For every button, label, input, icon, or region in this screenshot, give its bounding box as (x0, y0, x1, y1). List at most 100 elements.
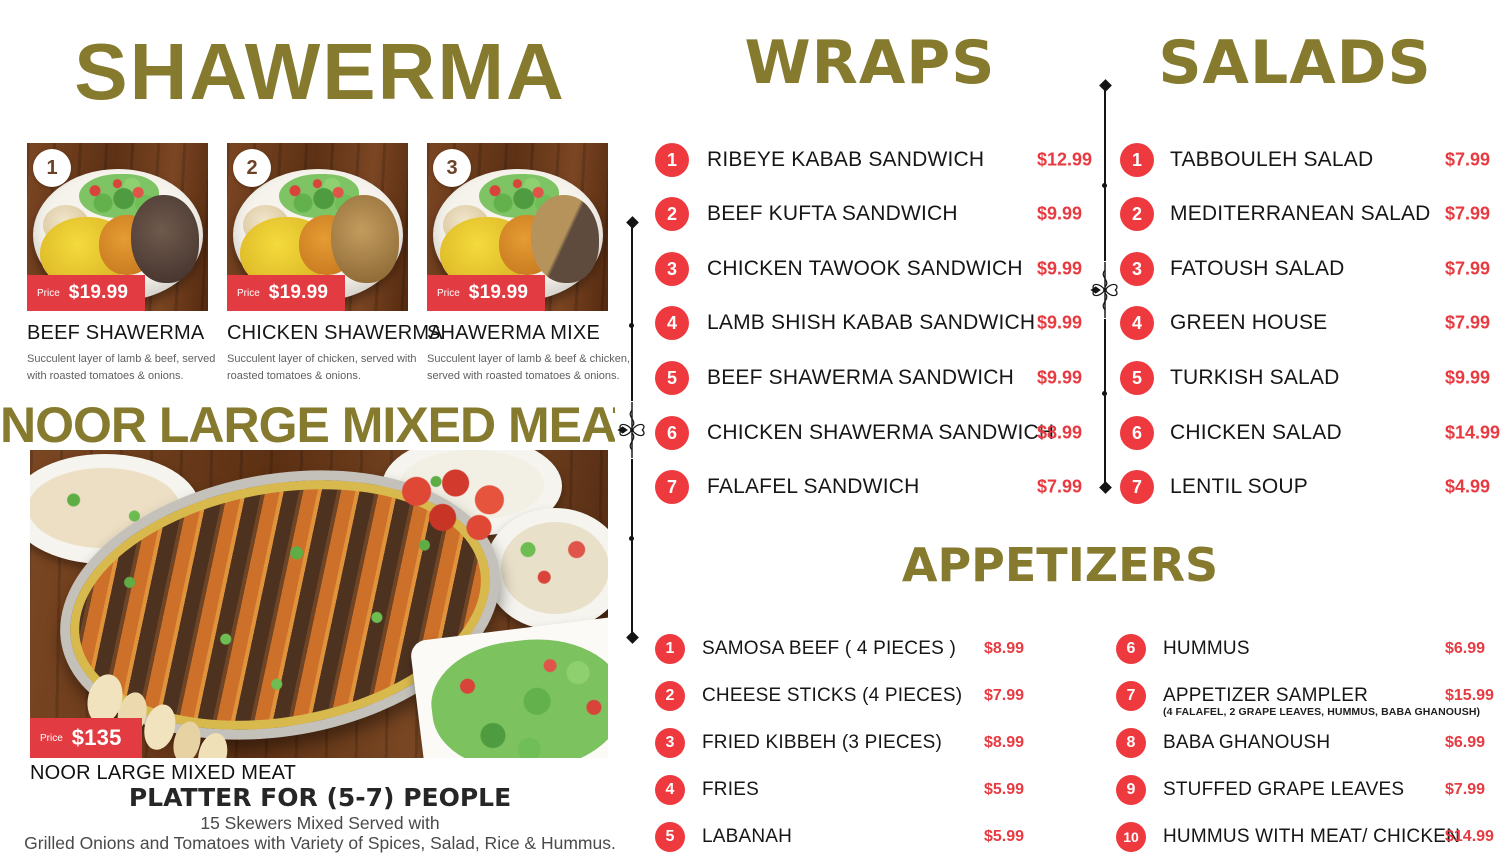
item-name: LENTIL SOUP (1170, 475, 1308, 498)
item-price: $8.99 (984, 734, 1025, 751)
menu-row-wraps-7: 7 FALAFEL SANDWICH $7.99 (655, 470, 1095, 504)
item-number-badge: 5 (655, 361, 689, 395)
price-label: Price (437, 287, 460, 299)
flourish-ornament-icon (617, 402, 645, 458)
item-number-badge: 3 (655, 728, 685, 758)
price-amount: $19.99 (468, 282, 529, 303)
menu-row-salads-4: 4 GREEN HOUSE $7.99 (1120, 306, 1500, 340)
item-number-badge: 10 (1116, 822, 1146, 852)
item-number-badge: 5 (1120, 361, 1154, 395)
item-number-badge: 8 (1116, 728, 1146, 758)
item-name: HUMMUS WITH MEAT/ CHICKEN (1163, 826, 1461, 847)
menu-row-appetizers-7: 7 APPETIZER SAMPLER $15.99 (1116, 681, 1500, 711)
price-amount: $19.99 (68, 282, 129, 303)
price-badge: Price $135 (30, 718, 142, 758)
dish-description-line1: Succulent layer of chicken, served with (227, 353, 417, 365)
item-number-badge: 3 (655, 252, 689, 286)
dish-description-line2: with roasted tomatoes & onions. (27, 370, 184, 383)
item-number-badge: 1 (655, 634, 685, 664)
item-name: TABBOULEH SALAD (1170, 148, 1374, 171)
item-name: BEEF KUFTA SANDWICH (707, 202, 958, 225)
menu-row-appetizers-10: 10 HUMMUS WITH MEAT/ CHICKEN $14.99 (1116, 822, 1500, 852)
item-price: $12.99 (1037, 149, 1093, 170)
menu-row-wraps-6: 6 CHICKEN SHAWERMA SANDWICH $8.99 (655, 416, 1095, 450)
chicken-shawerma-photo: 2 Price $19.99 (227, 143, 408, 311)
item-name: FALAFEL SANDWICH (707, 475, 920, 498)
item-number-badge: 6 (1116, 634, 1146, 664)
menu-row-appetizers-4: 4 FRIES $5.99 (655, 775, 1035, 805)
menu-row-appetizers-6: 6 HUMMUS $6.99 (1116, 634, 1500, 664)
item-price: $9.99 (1037, 367, 1083, 388)
item-number-badge: 7 (1120, 470, 1154, 504)
noor-section-title: NOOR LARGE MIXED MEAT (0, 397, 643, 453)
salads-section-title: SALADS (1158, 28, 1432, 98)
photo-number-badge: 2 (233, 149, 271, 187)
photo-number-badge: 3 (433, 149, 471, 187)
item-number-badge: 5 (655, 822, 685, 852)
menu-row-wraps-4: 4 LAMB SHISH KABAB SANDWICH $9.99 (655, 306, 1095, 340)
item-name: HUMMUS (1163, 638, 1250, 659)
wraps-section-title: WRAPS (744, 28, 996, 98)
photo-number-badge: 1 (33, 149, 71, 187)
divider-ornament (1088, 261, 1122, 319)
mixed-meat (531, 195, 599, 283)
item-price: $14.99 (1445, 828, 1494, 845)
noor-description-line2: Grilled Onions and Tomatoes with Variety… (24, 833, 616, 853)
menu-row-appetizers-3: 3 FRIED KIBBEH (3 PIECES) $8.99 (655, 728, 1035, 758)
item-price: $6.99 (1445, 640, 1486, 657)
dish-description-line1: Succulent layer of lamb & beef & chicken… (427, 353, 630, 365)
item-price: $7.99 (1445, 258, 1491, 279)
item-price: $9.99 (1445, 367, 1491, 388)
dish-description-line1: Succulent layer of lamb & beef, served (27, 353, 216, 365)
noor-photo-caption: NOOR LARGE MIXED MEAT (30, 762, 297, 784)
dish-description: Succulent layer of chicken, served with … (227, 351, 417, 385)
item-number-badge: 6 (1120, 416, 1154, 450)
item-name: BABA GHANOUSH (1163, 732, 1331, 753)
divider-dot (629, 323, 635, 328)
flourish-ornament-icon (1090, 262, 1118, 318)
item-number-badge: 2 (655, 681, 685, 711)
item-price: $7.99 (1445, 312, 1491, 333)
item-name: STUFFED GRAPE LEAVES (1163, 779, 1405, 800)
menu-row-wraps-2: 2 BEEF KUFTA SANDWICH $9.99 (655, 197, 1095, 231)
section-divider-left (615, 216, 649, 644)
noor-description-line1: 15 Skewers Mixed Served with (200, 813, 440, 833)
item-price: $6.99 (1445, 734, 1486, 751)
menu-row-appetizers-9: 9 STUFFED GRAPE LEAVES $7.99 (1116, 775, 1500, 805)
item-name: LABANAH (702, 826, 793, 847)
divider-diamond-bottom (625, 631, 639, 644)
item-name: LAMB SHISH KABAB SANDWICH (707, 311, 1036, 334)
item-price: $15.99 (1445, 687, 1494, 704)
dish-description: Succulent layer of lamb & beef & chicken… (427, 351, 630, 385)
item-name: BEEF SHAWERMA SANDWICH (707, 366, 1014, 389)
grilled-tomatoes (388, 462, 518, 546)
menu-row-appetizers-1: 1 SAMOSA BEEF ( 4 PIECES ) $8.99 (655, 634, 1035, 664)
item-price: $9.99 (1037, 312, 1083, 333)
item-name: CHICKEN SALAD (1170, 421, 1342, 444)
noor-platter-photo: Price $135 (30, 450, 608, 758)
chicken-meat (331, 195, 399, 283)
beef-shawerma-photo: 1 Price $19.99 (27, 143, 208, 311)
green-salad (424, 628, 608, 758)
divider-dot (1102, 391, 1108, 396)
divider-diamond-bottom (1098, 481, 1112, 494)
item-name: GREEN HOUSE (1170, 311, 1328, 334)
item-price: $7.99 (1445, 149, 1491, 170)
price-badge: Price $19.99 (27, 275, 145, 311)
menu-row-salads-7: 7 LENTIL SOUP $4.99 (1120, 470, 1500, 504)
item-price: $7.99 (1037, 476, 1083, 497)
item-name: MEDITERRANEAN SALAD (1170, 202, 1431, 225)
menu-row-salads-2: 2 MEDITERRANEAN SALAD $7.99 (1120, 197, 1500, 231)
price-amount: $135 (71, 725, 122, 750)
item-number-badge: 7 (655, 470, 689, 504)
item-name: FRIED KIBBEH (3 PIECES) (702, 732, 943, 753)
item-number-badge: 1 (1120, 143, 1154, 177)
menu-row-appetizers-5: 5 LABANAH $5.99 (655, 822, 1035, 852)
price-amount: $19.99 (268, 282, 329, 303)
price-badge: Price $19.99 (427, 275, 545, 311)
item-price: $8.99 (984, 640, 1025, 657)
divider-dot (1102, 183, 1108, 188)
item-number-badge: 2 (655, 197, 689, 231)
shawerma-section-title: SHAWERMA (74, 27, 566, 116)
menu-row-wraps-5: 5 BEEF SHAWERMA SANDWICH $9.99 (655, 361, 1095, 395)
